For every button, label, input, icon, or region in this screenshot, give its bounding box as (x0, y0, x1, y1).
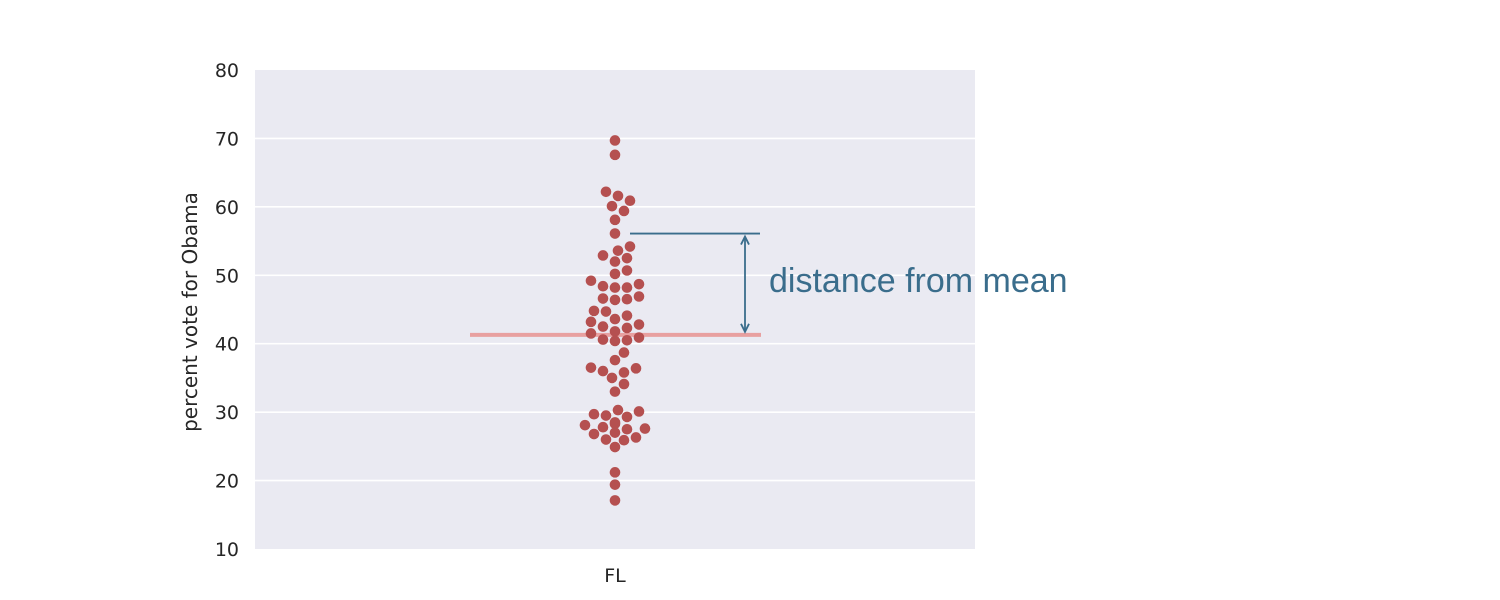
data-point (597, 280, 609, 292)
data-point (585, 362, 597, 373)
data-point (600, 186, 612, 198)
data-point (618, 367, 630, 378)
data-point (621, 322, 633, 334)
data-point (621, 282, 633, 293)
data-point (609, 214, 621, 226)
data-point (621, 265, 633, 276)
data-point (639, 423, 651, 434)
data-point (609, 335, 621, 347)
data-point (606, 200, 618, 212)
data-point (597, 293, 609, 304)
data-point (597, 321, 609, 332)
data-point (609, 441, 621, 453)
data-point (633, 332, 645, 343)
data-point (585, 316, 597, 328)
y-tick-label: 40 (215, 334, 239, 356)
data-point (609, 427, 621, 438)
data-point (588, 305, 600, 317)
x-tick-label: FL (604, 565, 626, 587)
data-point (606, 372, 618, 384)
data-point (609, 228, 621, 239)
data-point (624, 195, 636, 206)
data-point (618, 378, 630, 390)
data-point (609, 268, 621, 280)
y-tick-label: 60 (215, 197, 239, 219)
data-point (633, 291, 645, 302)
data-point (621, 310, 633, 321)
data-point (630, 432, 642, 443)
data-point (597, 365, 609, 377)
data-point (633, 406, 645, 417)
data-point (609, 386, 621, 397)
data-point (609, 313, 621, 325)
data-point (588, 428, 600, 440)
annotation-group: distance from mean (630, 232, 1068, 334)
data-points (579, 135, 651, 506)
data-point (618, 347, 630, 358)
annotation-text: distance from mean (769, 262, 1068, 300)
y-tick-label: 20 (215, 471, 239, 493)
data-point (630, 363, 642, 374)
data-point (624, 241, 636, 252)
data-point (600, 306, 612, 317)
data-point (621, 293, 633, 305)
y-tick-label: 80 (215, 60, 239, 82)
data-point (609, 354, 621, 366)
y-tick-label: 10 (215, 539, 239, 561)
data-point (597, 421, 609, 433)
y-tick-label: 30 (215, 402, 239, 424)
data-point (588, 408, 600, 420)
data-point (579, 419, 591, 431)
data-point (609, 149, 621, 161)
data-point (600, 410, 612, 421)
y-tick-label: 70 (215, 128, 239, 150)
data-point (618, 434, 630, 446)
data-point (633, 278, 645, 290)
data-point (597, 250, 609, 261)
arrow-head-bottom-icon (740, 323, 750, 334)
data-point (609, 326, 621, 337)
data-point (612, 404, 624, 416)
data-point (609, 294, 621, 306)
data-point (600, 434, 612, 445)
data-point (609, 135, 621, 146)
data-point (621, 252, 633, 264)
arrow-head-top-icon (740, 234, 750, 245)
y-tick-labels: 10 20 30 40 50 60 70 80 (215, 60, 239, 561)
data-point (585, 328, 597, 339)
data-point (621, 423, 633, 435)
data-point (609, 467, 621, 478)
data-point (621, 334, 633, 346)
data-point (609, 417, 621, 428)
y-axis-label: percent vote for Obama (178, 192, 202, 432)
y-tick-label: 50 (215, 265, 239, 287)
data-point (609, 495, 621, 506)
data-point (618, 205, 630, 217)
data-point (609, 256, 621, 267)
data-point (612, 245, 624, 256)
data-point (612, 190, 624, 202)
x-tick-labels: FL (604, 565, 626, 587)
data-point (633, 319, 645, 330)
data-point (585, 275, 597, 287)
data-point (621, 411, 633, 423)
data-point (609, 282, 621, 293)
data-point (609, 479, 621, 490)
data-point (597, 334, 609, 345)
